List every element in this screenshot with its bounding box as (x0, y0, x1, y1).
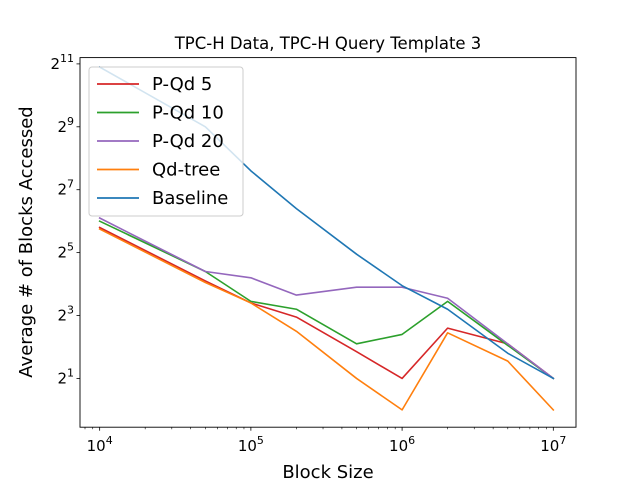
legend-label-1: P-Qd 10 (152, 103, 224, 124)
legend-label-3: Qd-tree (152, 160, 220, 181)
chart-title: TPC-H Data, TPC-H Query Template 3 (174, 34, 482, 53)
y-tick-label: 27 (57, 178, 74, 199)
x-axis-label: Block Size (282, 462, 373, 480)
plot-area (79, 57, 577, 428)
legend-label-2: P-Qd 20 (152, 131, 224, 152)
x-axis: 104 105 106 107 (84, 427, 566, 455)
y-axis: 21 23 25 27 29 211 (50, 52, 80, 387)
series-line-3 (98, 227, 555, 412)
y-axis-label: Average # of Blocks Accessed (16, 106, 37, 377)
legend: P-Qd 5 P-Qd 10 P-Qd 20 Qd-tree Baseline (88, 66, 244, 217)
legend-label-0: P-Qd 5 (152, 74, 212, 95)
series-line-1 (98, 220, 555, 380)
y-tick-label: 29 (57, 115, 74, 136)
y-tick-label: 211 (50, 52, 74, 73)
legend-label-4: Baseline (152, 188, 228, 209)
y-tick-label: 25 (57, 241, 74, 262)
y-tick-label: 23 (57, 304, 74, 325)
x-tick-label: 106 (389, 434, 415, 455)
y-tick-label: 21 (57, 366, 74, 387)
legend-box (88, 66, 244, 217)
x-tick-label: 104 (87, 434, 113, 455)
x-tick-label: 107 (540, 434, 566, 455)
x-tick-label: 105 (238, 434, 264, 455)
series-line-2 (98, 216, 555, 380)
